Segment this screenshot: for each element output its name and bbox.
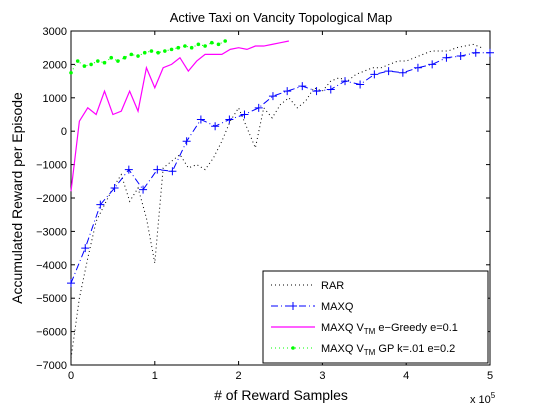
series-3-point	[223, 39, 227, 43]
series-1-point	[298, 82, 307, 91]
y-tick-label: 1000	[43, 93, 67, 105]
series-line-0	[70, 43, 482, 359]
x-tick-label: 2	[236, 370, 242, 382]
series-3-point	[96, 59, 100, 63]
y-tick-label: −2000	[36, 193, 67, 205]
series-1-point	[254, 103, 263, 112]
series-3-point	[203, 44, 207, 48]
legend-label-3: MAXQ VTM GP k=.01 e=0.2	[321, 343, 455, 357]
legend-label-subscript: TM	[364, 348, 376, 357]
y-tick-label: −6000	[36, 327, 67, 339]
legend-label-suffix: e−Greedy e=0.1	[375, 322, 458, 334]
series-1-point	[486, 48, 494, 57]
legend-box	[262, 270, 489, 364]
series-3-point	[156, 50, 160, 55]
legend-marker-1	[289, 302, 297, 310]
series-3-point	[216, 42, 221, 47]
series-1-point	[356, 80, 365, 89]
x-tick-label: 4	[403, 370, 409, 382]
series-1-point	[413, 63, 422, 72]
legend-marker-3	[291, 346, 295, 350]
series-1-point	[196, 115, 205, 124]
x-multiplier: x 105	[470, 391, 496, 406]
series-3-point	[69, 70, 73, 75]
series-1-point	[456, 52, 465, 61]
x-tick-label: 3	[319, 370, 325, 382]
y-tick-label: 3000	[43, 26, 67, 38]
series-1-point	[240, 110, 249, 119]
series-3-point	[163, 49, 167, 53]
x-tick-label: 5	[487, 370, 493, 382]
legend-label-prefix: MAXQ V	[321, 322, 364, 334]
series-1-point	[471, 48, 480, 57]
y-tick-label: −5000	[36, 293, 67, 305]
x-tick-label: 0	[68, 370, 74, 382]
y-tick-label: −1000	[36, 160, 67, 172]
series-3-point	[136, 54, 140, 58]
series-1-point	[67, 279, 75, 288]
x-multiplier-exponent: 5	[491, 391, 496, 400]
series-3-point	[189, 45, 194, 50]
series-1-point	[124, 165, 133, 174]
series-3-point	[142, 50, 147, 55]
legend-label-suffix: GP k=.01 e=0.2	[375, 343, 455, 355]
x-multiplier-base: x 10	[470, 394, 491, 406]
y-tick-label: −3000	[36, 226, 67, 238]
series-1-point	[182, 137, 191, 146]
legend-label-1: MAXQ	[321, 301, 354, 313]
series-1-point	[384, 67, 393, 76]
series-3-point	[75, 59, 80, 63]
y-axis-label: Accumulated Reward per Episode	[9, 92, 25, 304]
series-3-point	[183, 44, 187, 48]
x-tick-label: 1	[152, 370, 158, 382]
y-tick-label: −4000	[36, 260, 67, 272]
series-3-point	[169, 47, 174, 52]
series-3-point	[196, 42, 201, 47]
series-1-point	[153, 165, 162, 174]
series-3-point	[116, 59, 120, 63]
y-axis-label-group: Accumulated Reward per Episode	[9, 92, 25, 304]
series-1-point	[168, 167, 177, 176]
series-1-point	[96, 200, 105, 209]
series-line-1	[70, 52, 490, 284]
series-1-point	[398, 68, 407, 77]
series-1-point	[312, 87, 321, 96]
series-1-point	[428, 60, 437, 69]
series-3-point	[102, 60, 107, 65]
series-1-point	[110, 183, 119, 192]
series-line-2	[70, 40, 289, 192]
series-3-point	[109, 55, 114, 60]
y-tick-label: 2000	[43, 59, 67, 71]
series-3-point	[129, 52, 134, 57]
series-1-point	[211, 122, 220, 131]
plot-area: 0 1 2 3 4 5 −7000 −6000 −5000 −4000 −3000 −2000 −100…	[36, 26, 494, 382]
series-3-point	[176, 45, 181, 50]
series-3-point	[149, 49, 154, 53]
y-tick-label: 0	[61, 126, 67, 138]
chart-title: Active Taxi on Vancity Topological Map	[170, 10, 393, 25]
series-1-point	[442, 53, 451, 62]
series-3-point	[89, 62, 93, 67]
legend-label-2: MAXQ VTM e−Greedy e=0.1	[321, 322, 458, 336]
x-axis-label: # of Reward Samples	[214, 387, 348, 403]
series-1-point	[268, 92, 277, 101]
series-1-point	[283, 87, 292, 96]
series-1-point	[370, 70, 379, 79]
series-1-point	[341, 77, 350, 86]
series-3-point	[122, 55, 127, 60]
series-3-point	[209, 40, 214, 45]
series-1-point	[326, 85, 335, 94]
legend-label-0: RAR	[321, 280, 344, 292]
series-1-point	[81, 244, 90, 253]
legend-label-subscript: TM	[364, 327, 376, 336]
legend-label-prefix: MAXQ V	[321, 343, 364, 355]
series-1-point	[225, 115, 234, 124]
y-tick-label: −7000	[36, 360, 67, 372]
series-3-point	[82, 64, 87, 68]
series-1-point	[139, 185, 148, 194]
